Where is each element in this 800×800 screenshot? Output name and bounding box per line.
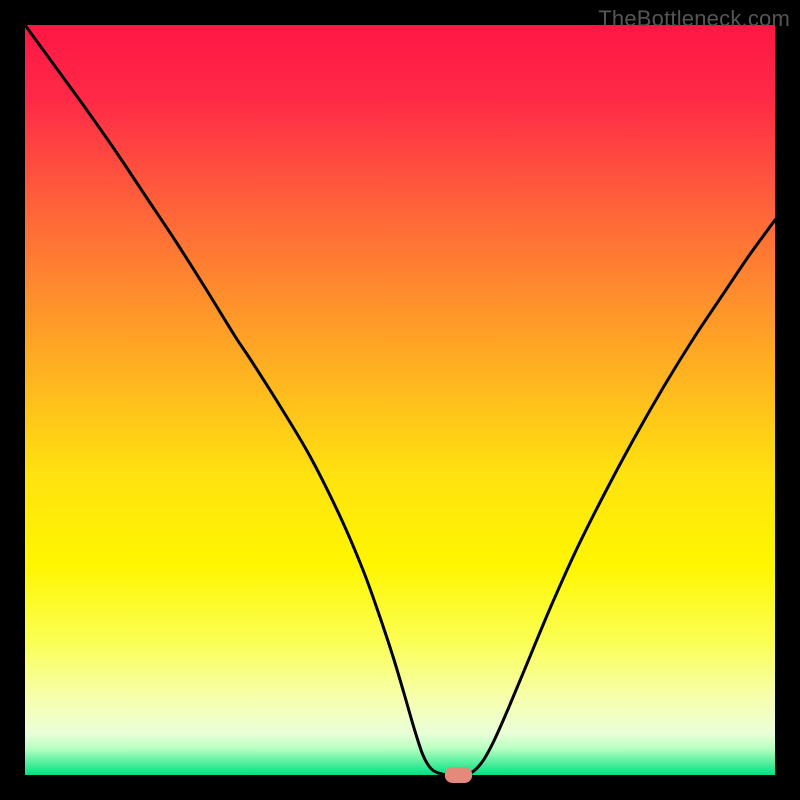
plot-area (25, 25, 775, 775)
optimal-marker (445, 768, 471, 783)
chart-svg (0, 0, 800, 800)
bottleneck-chart: TheBottleneck.com (0, 0, 800, 800)
